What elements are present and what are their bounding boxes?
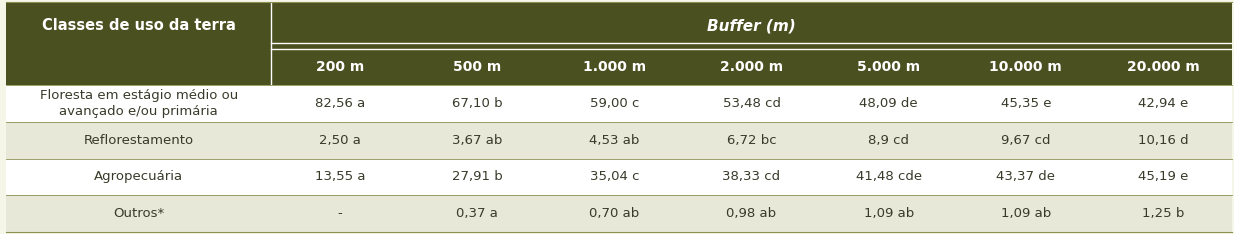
- Text: 27,91 b: 27,91 b: [452, 170, 502, 183]
- Text: 1,09 ab: 1,09 ab: [1001, 207, 1051, 220]
- Text: 0,37 a: 0,37 a: [457, 207, 499, 220]
- Text: 45,35 e: 45,35 e: [1001, 97, 1051, 110]
- Text: 500 m: 500 m: [453, 60, 501, 74]
- Text: 35,04 c: 35,04 c: [590, 170, 639, 183]
- Text: 41,48 cde: 41,48 cde: [855, 170, 922, 183]
- Text: 1,25 b: 1,25 b: [1141, 207, 1185, 220]
- Text: -: -: [338, 207, 342, 220]
- Text: 67,10 b: 67,10 b: [452, 97, 502, 110]
- Text: 6,72 bc: 6,72 bc: [727, 134, 776, 147]
- Text: 10,16 d: 10,16 d: [1138, 134, 1188, 147]
- Text: 200 m: 200 m: [316, 60, 364, 74]
- Text: 82,56 a: 82,56 a: [315, 97, 365, 110]
- Text: 42,94 e: 42,94 e: [1138, 97, 1188, 110]
- Text: 48,09 de: 48,09 de: [859, 97, 918, 110]
- Text: Outros*: Outros*: [114, 207, 164, 220]
- Text: Floresta em estágio médio ou
avançado e/ou primária: Floresta em estágio médio ou avançado e/…: [39, 89, 238, 118]
- Text: 20.000 m: 20.000 m: [1127, 60, 1199, 74]
- Text: 1.000 m: 1.000 m: [582, 60, 645, 74]
- Text: 45,19 e: 45,19 e: [1138, 170, 1188, 183]
- Text: 38,33 cd: 38,33 cd: [722, 170, 781, 183]
- Text: 3,67 ab: 3,67 ab: [452, 134, 502, 147]
- Text: Agropecuária: Agropecuária: [94, 170, 184, 183]
- FancyBboxPatch shape: [6, 122, 1232, 159]
- Text: 4,53 ab: 4,53 ab: [589, 134, 639, 147]
- Text: 1,09 ab: 1,09 ab: [864, 207, 914, 220]
- Text: 5.000 m: 5.000 m: [858, 60, 921, 74]
- FancyBboxPatch shape: [6, 159, 1232, 195]
- Text: 53,48 cd: 53,48 cd: [722, 97, 781, 110]
- Text: 13,55 a: 13,55 a: [315, 170, 365, 183]
- Text: 59,00 c: 59,00 c: [590, 97, 639, 110]
- FancyBboxPatch shape: [6, 49, 1232, 85]
- Text: Reflorestamento: Reflorestamento: [84, 134, 194, 147]
- Text: 8,9 cd: 8,9 cd: [869, 134, 909, 147]
- FancyBboxPatch shape: [6, 85, 1232, 122]
- Text: 0,70 ab: 0,70 ab: [589, 207, 639, 220]
- Text: 9,67 cd: 9,67 cd: [1001, 134, 1050, 147]
- Text: Classes de uso da terra: Classes de uso da terra: [42, 18, 236, 33]
- Text: 2,50 a: 2,50 a: [320, 134, 362, 147]
- FancyBboxPatch shape: [6, 195, 1232, 232]
- Text: Buffer (m): Buffer (m): [707, 18, 796, 33]
- Text: 43,37 de: 43,37 de: [996, 170, 1055, 183]
- Text: 10.000 m: 10.000 m: [990, 60, 1062, 74]
- FancyBboxPatch shape: [6, 2, 1232, 49]
- Text: 0,98 ab: 0,98 ab: [727, 207, 776, 220]
- Text: 2.000 m: 2.000 m: [719, 60, 784, 74]
